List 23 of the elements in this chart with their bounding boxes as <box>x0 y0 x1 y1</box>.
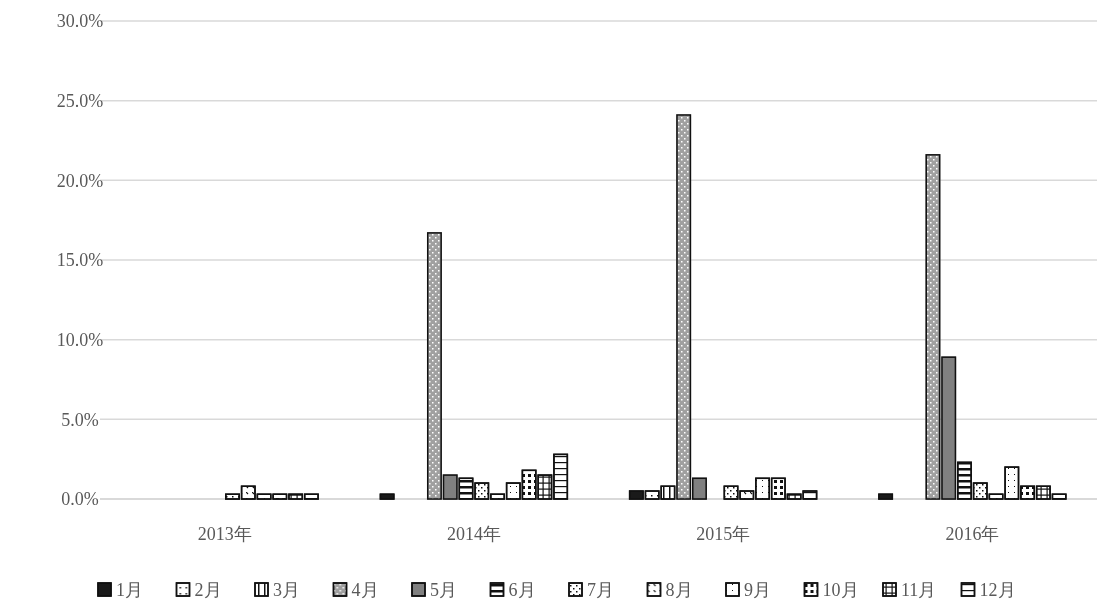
x-tick-label: 2015年 <box>696 524 751 544</box>
x-tick-label: 2013年 <box>197 524 252 544</box>
legend-label: 2月 <box>194 580 222 601</box>
legend-label: 3月 <box>273 580 300 601</box>
y-tick-label: 15.0% <box>56 250 104 271</box>
y-tick-label: 0.0% <box>61 489 99 510</box>
x-tick-label: 2016年 <box>945 524 1000 544</box>
legend-label: 4月 <box>351 580 379 601</box>
legend-label: 8月 <box>665 580 693 601</box>
y-tick-label: 5.0% <box>61 409 99 430</box>
legend-label: 10月 <box>822 580 859 601</box>
x-tick-label: 2014年 <box>446 524 501 544</box>
legend-label: 7月 <box>587 580 614 601</box>
y-tick-label: 25.0% <box>56 90 104 111</box>
y-tick-label: 10.0% <box>56 329 104 350</box>
legend-label: 11月 <box>901 580 937 601</box>
legend-label: 5月 <box>430 580 457 601</box>
legend-label: 1月 <box>116 580 143 601</box>
y-tick-label: 30.0% <box>56 11 104 32</box>
y-tick-label: 20.0% <box>56 170 104 191</box>
legend-label: 9月 <box>744 580 771 601</box>
legend-label: 12月 <box>979 580 1016 601</box>
legend-label: 6月 <box>508 580 536 601</box>
